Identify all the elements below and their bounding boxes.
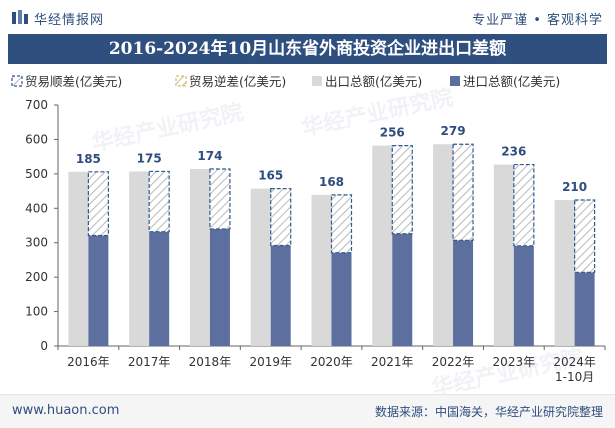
export-bar: [554, 200, 575, 346]
import-bar: [574, 272, 595, 346]
x-tick-label: 2022年: [432, 355, 475, 369]
surplus-label: 210: [562, 180, 587, 194]
footer-url[interactable]: www.huaon.com: [12, 403, 120, 418]
import-bar: [149, 231, 170, 346]
surplus-label: 256: [380, 126, 405, 140]
data-labels: 185 175 174 165 168 256 279 236 210: [76, 124, 587, 194]
y-tick-label: 100: [25, 305, 48, 319]
logo-icon: [12, 10, 28, 24]
export-bar: [189, 169, 210, 346]
surplus-label: 174: [197, 149, 222, 163]
import-bar: [270, 245, 291, 346]
y-tick-label: 300: [25, 236, 48, 250]
legend-label: 出口总额(亿美元): [325, 74, 422, 89]
surplus-label: 165: [258, 169, 283, 183]
surplus-label: 175: [137, 151, 162, 165]
legend-swatch-import: [450, 76, 460, 86]
legend-label: 贸易逆差(亿美元): [189, 74, 286, 89]
import-bar: [331, 252, 352, 346]
x-tick-label: 2018年: [189, 355, 232, 369]
surplus-bar: [209, 168, 231, 230]
surplus-bar: [452, 143, 474, 241]
x-tick-label: 2021年: [371, 355, 414, 369]
y-tick-label: 400: [25, 201, 48, 215]
x-tick-label: 2017年: [128, 355, 171, 369]
import-bar: [88, 235, 109, 346]
legend-swatch-surplus: [11, 75, 23, 87]
export-bar: [372, 145, 393, 346]
x-tick-label: 2024年: [553, 355, 596, 369]
import-bar: [392, 233, 413, 346]
y-tick-label: 700: [25, 98, 48, 112]
axes: 0 100 200 300 400 500 600 700 2016年 2017年 2018年 201…: [25, 98, 606, 384]
surplus-label: 168: [319, 175, 344, 189]
chart: 贸易顺差(亿美元) 贸易逆差(亿美元) 出口总额(亿美元) 进口总额(亿美元) 0 10…: [11, 74, 606, 384]
top-bar: 华经情报网 专业严谨 • 客观科学: [0, 0, 615, 34]
y-tick-label: 600: [25, 132, 48, 146]
surplus-bar: [574, 199, 596, 273]
tagline: 专业严谨 • 客观科学: [472, 13, 603, 28]
export-bar: [493, 164, 514, 346]
y-tick-label: 500: [25, 167, 48, 181]
x-tick-label: 1-10月: [555, 370, 594, 384]
export-bar: [250, 188, 271, 346]
surplus-label: 236: [501, 145, 526, 159]
legend-label: 贸易顺差(亿美元): [25, 74, 122, 89]
surplus-label: 185: [76, 152, 101, 166]
data-source: 数据来源：中国海关，华经产业研究院整理: [374, 405, 603, 419]
x-tick-label: 2019年: [249, 355, 292, 369]
surplus-bar: [391, 145, 413, 235]
surplus-bar: [148, 170, 170, 233]
x-tick-label: 2016年: [67, 355, 110, 369]
import-bar: [513, 245, 534, 346]
surplus-bar: [330, 194, 353, 254]
surplus-label: 279: [441, 124, 466, 138]
export-bar: [129, 171, 150, 346]
import-bar: [453, 240, 474, 346]
chart-title: 2016-2024年10月山东省外商投资企业进出口差额: [8, 34, 607, 64]
legend-label: 进口总额(亿美元): [463, 74, 560, 89]
x-tick-label: 2020年: [310, 355, 353, 369]
export-bar: [311, 194, 332, 346]
export-bar: [433, 144, 454, 346]
legend-swatch-export: [312, 76, 322, 86]
import-bar: [209, 228, 230, 346]
y-tick-label: 200: [25, 270, 48, 284]
footer: www.huaon.com 数据来源：中国海关，华经产业研究院整理: [0, 394, 615, 428]
brand-name: 华经情报网: [34, 13, 105, 28]
x-tick-label: 2023年: [493, 355, 536, 369]
surplus-bar: [513, 163, 535, 247]
bars: [68, 143, 596, 346]
surplus-bar: [87, 171, 109, 237]
surplus-bar: [270, 188, 292, 247]
y-tick-label: 0: [40, 339, 48, 353]
legend-swatch-deficit: [175, 75, 187, 87]
export-bar: [68, 171, 89, 346]
legend: 贸易顺差(亿美元) 贸易逆差(亿美元) 出口总额(亿美元) 进口总额(亿美元): [11, 74, 560, 89]
